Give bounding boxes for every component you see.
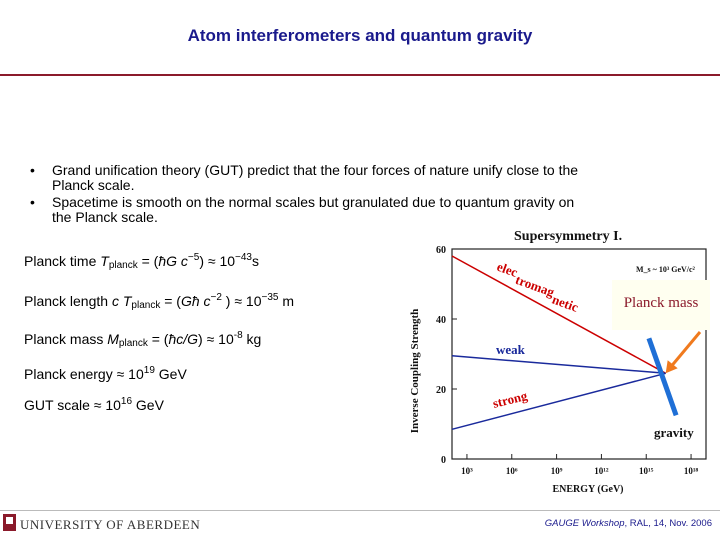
- x-tick-label: 10⁶: [506, 466, 518, 476]
- bullet-dot: •: [30, 162, 35, 178]
- formula-exponent: −35: [261, 292, 279, 303]
- x-tick-label: 10¹⁵: [639, 466, 654, 476]
- hbar-symbol: ħ: [191, 293, 200, 309]
- formula-unit: GeV: [132, 397, 164, 413]
- formula-label: Planck length: [24, 293, 109, 309]
- formula-text: = (: [160, 293, 181, 309]
- planck-time-formula: Planck time Tplanck = (ħG c−5) ≈ 10−43s: [24, 252, 259, 271]
- title-divider: [0, 74, 720, 76]
- series-label-electromagnetic: electromagnetic: [491, 259, 585, 315]
- bullet-list: • Grand unification theory (GUT) predict…: [30, 163, 590, 227]
- x-tick-label: 10⁹: [551, 466, 563, 476]
- x-tick-label: 10³: [461, 466, 473, 476]
- series-label-weak: weak: [496, 342, 526, 357]
- formula-label: Planck time: [24, 253, 97, 269]
- bullet-dot: •: [30, 194, 35, 210]
- slide-title: Atom interferometers and quantum gravity: [187, 26, 533, 45]
- y-tick-label: 0: [441, 455, 446, 466]
- bullet-text: Grand unification theory (GUT) predict t…: [52, 162, 579, 193]
- formula-exponent: −2: [210, 292, 222, 303]
- y-tick-label: 20: [436, 385, 446, 396]
- series-line-weak: [451, 355, 666, 375]
- formula-exponent: 19: [143, 365, 155, 376]
- formula-unit: kg: [242, 331, 262, 347]
- x-tick-label: 10¹⁸: [684, 466, 699, 476]
- series-line-strong: [451, 372, 666, 431]
- formula-text: ) ≈ 10: [198, 331, 234, 347]
- plot-frame: [451, 248, 707, 460]
- crest-detail: [6, 517, 13, 524]
- workshop-name: GAUGE Workshop: [544, 518, 625, 529]
- formula-text: ) ≈ 10: [199, 253, 236, 269]
- formula-text: c/G: [176, 331, 199, 347]
- formula-subscript: planck: [131, 300, 161, 311]
- hbar-symbol: ħ: [158, 253, 167, 269]
- formula-exponent: 16: [120, 396, 133, 407]
- formula-text: G: [166, 253, 178, 269]
- formula-unit: GeV: [154, 366, 187, 382]
- hbar-symbol: ħ: [168, 331, 177, 347]
- formula-text: = (: [137, 253, 159, 269]
- formula-text: G: [180, 293, 192, 309]
- formula-symbol: T: [100, 253, 109, 269]
- gut-scale-formula: GUT scale ≈ 1016 GeV: [24, 396, 164, 413]
- x-tick-label: 10¹²: [594, 466, 609, 476]
- planck-length-formula: Planck length c Tplanck = (Għ c−2 ) ≈ 10…: [24, 292, 294, 311]
- coupling-strength-chart: Supersymmetry I. Inverse Coupling Streng…: [409, 229, 707, 495]
- formula-text: c: [199, 293, 211, 309]
- formula-symbol: T: [122, 293, 132, 309]
- formula-exponent: −43: [235, 252, 252, 263]
- workshop-details: , RAL, 14, Nov. 2006: [624, 518, 713, 529]
- bullet-item: • Spacetime is smooth on the normal scal…: [30, 195, 590, 225]
- planck-mass-label: Planck mass: [623, 295, 699, 311]
- formula-unit: s: [252, 253, 259, 269]
- formula-label: Planck energy ≈ 10: [24, 366, 144, 382]
- series-label-strong: strong: [491, 388, 529, 411]
- formula-text: = (: [147, 331, 169, 347]
- chart-title: Supersymmetry I.: [514, 229, 622, 244]
- x-axis-label: ENERGY (GeV): [552, 484, 623, 495]
- formula-label: GUT scale ≈ 10: [24, 397, 121, 413]
- formula-text: c: [177, 253, 188, 269]
- series-label-gravity: gravity: [654, 425, 694, 440]
- formula-subscript: planck: [108, 260, 138, 271]
- formula-unit: m: [278, 293, 295, 309]
- formula-text: c: [111, 293, 119, 309]
- series-line-gravity: [646, 337, 679, 417]
- footer-divider: [0, 510, 720, 511]
- y-tick-label: 60: [436, 245, 446, 256]
- bullet-text: Spacetime is smooth on the normal scales…: [52, 194, 575, 225]
- y-axis-label: Inverse Coupling Strength: [409, 309, 421, 433]
- planck-mass-callout: [612, 280, 710, 330]
- university-logo: UNIVERSITY OF ABERDEEN: [20, 517, 201, 532]
- formula-exponent: -8: [233, 330, 243, 341]
- planck-mass-formula: Planck mass Mplanck = (ħc/G) ≈ 10-8 kg: [24, 330, 261, 349]
- planck-energy-formula: Planck energy ≈ 1019 GeV: [24, 365, 187, 382]
- formula-exponent: −5: [187, 252, 200, 263]
- series-line-electromagnetic: [451, 255, 667, 374]
- formula-subscript: planck: [118, 338, 148, 349]
- formula-text: ) ≈ 10: [221, 293, 262, 309]
- planck-arrow-head: [665, 360, 678, 374]
- y-tick-label: 40: [436, 315, 446, 326]
- bullet-item: • Grand unification theory (GUT) predict…: [30, 163, 590, 193]
- chart-annotation: M_s ~ 10³ GeV/c²: [636, 265, 696, 274]
- planck-arrow: [668, 331, 702, 370]
- formula-label: Planck mass: [24, 331, 104, 347]
- formula-symbol: M: [107, 331, 119, 347]
- footer-citation: GAUGE Workshop, RAL, 14, Nov. 2006: [480, 518, 712, 529]
